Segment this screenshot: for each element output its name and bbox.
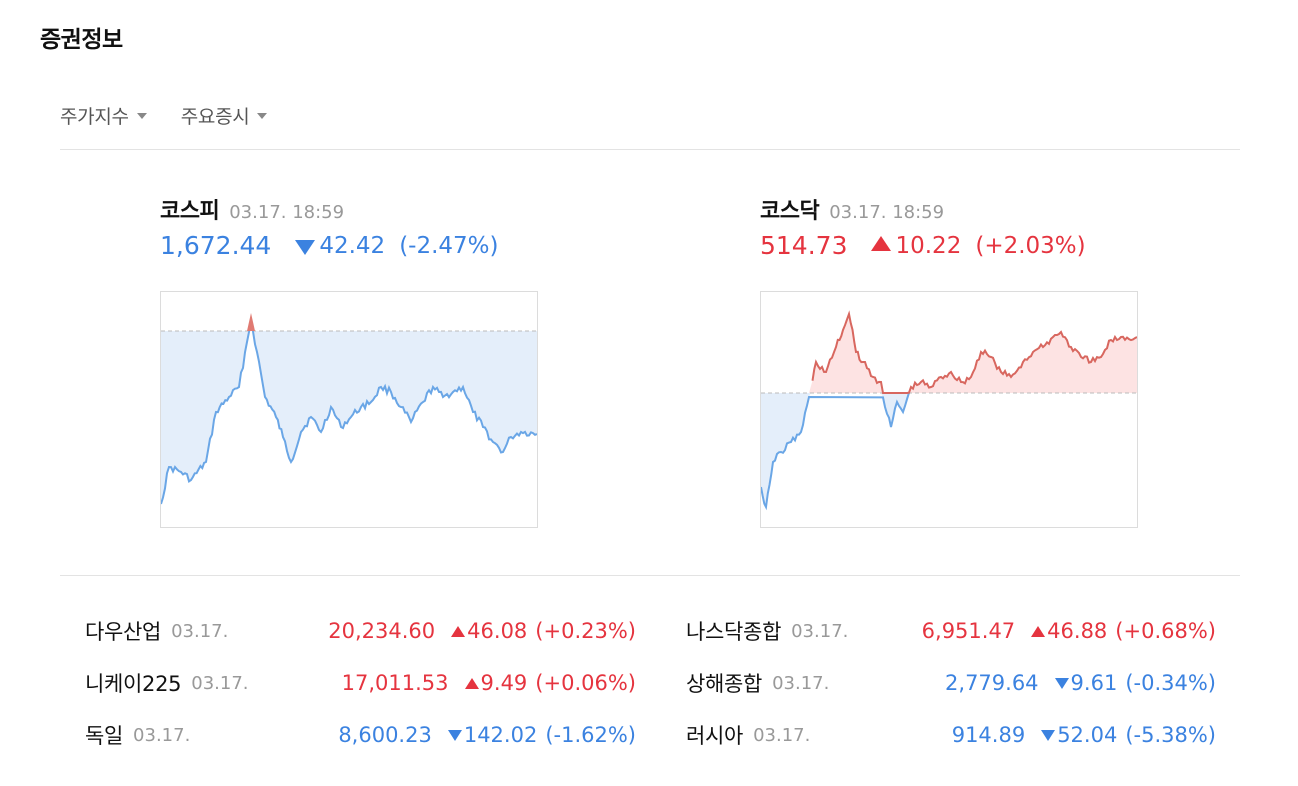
index-percent: (+0.68%) <box>1115 619 1216 643</box>
tab-major-markets-label: 주요증시 <box>180 106 250 128</box>
list-item-nasdaq[interactable]: 나스닥종합 03.17. 6,951.47 46.88 (+0.68%) <box>686 616 1216 646</box>
up-arrow-icon <box>1031 625 1046 637</box>
kospi-price: 1,672.44 <box>160 231 272 260</box>
kosdaq-price: 514.73 <box>760 231 848 260</box>
down-arrow-icon <box>1041 729 1056 741</box>
kosdaq-name[interactable]: 코스닥 <box>760 199 820 224</box>
kosdaq-line-above <box>811 310 1137 394</box>
list-item-nikkei[interactable]: 니케이225 03.17. 17,011.53 9.49 (+0.06%) <box>85 668 636 698</box>
index-date: 03.17. <box>791 620 849 642</box>
tab-stock-index-label: 주가지수 <box>60 106 129 128</box>
index-change: 142.02 <box>463 723 538 747</box>
index-date: 03.17. <box>753 724 811 746</box>
index-date: 03.17. <box>191 672 249 694</box>
kosdaq-percent: (+2.03%) <box>975 232 1086 259</box>
list-item-shanghai[interactable]: 상해종합 03.17. 2,779.64 9.61 (-0.34%) <box>686 668 1216 698</box>
index-figures: 2,779.64 9.61 (-0.34%) <box>945 671 1216 695</box>
index-name: 니케이225 <box>85 672 182 696</box>
list-item-russia[interactable]: 러시아 03.17. 914.89 52.04 (-5.38%) <box>686 720 1216 750</box>
kospi-chart[interactable] <box>160 291 538 528</box>
kosdaq-line-below <box>761 392 910 511</box>
index-name: 러시아 <box>686 724 744 748</box>
index-change: 9.61 <box>1070 671 1118 695</box>
tab-major-markets[interactable]: 주요증시 <box>181 102 268 129</box>
kosdaq-header: 코스닥 03.17. 18:59 <box>760 193 944 225</box>
index-value: 20,234.60 <box>328 619 436 643</box>
kospi-chart-svg <box>161 313 537 505</box>
kospi-area <box>161 331 537 504</box>
chevron-down-icon <box>257 112 268 119</box>
index-percent: (-0.34%) <box>1125 671 1216 695</box>
kospi-header: 코스피 03.17. 18:59 <box>160 193 344 225</box>
kospi-values: 1,672.44 42.42 (-2.47%) <box>160 231 499 260</box>
down-arrow-icon <box>295 240 316 255</box>
top-divider <box>60 149 1240 150</box>
section-title: 증권정보 <box>40 27 123 53</box>
index-value: 914.89 <box>951 723 1026 747</box>
index-figures: 17,011.53 9.49 (+0.06%) <box>342 671 636 695</box>
up-arrow-icon <box>464 677 479 689</box>
kosdaq-area-below <box>761 393 1137 507</box>
index-percent: (-5.38%) <box>1125 723 1216 747</box>
list-item-dow[interactable]: 다우산업 03.17. 20,234.60 46.08 (+0.23%) <box>85 616 636 646</box>
kospi-name[interactable]: 코스피 <box>160 199 220 224</box>
index-change: 46.08 <box>467 619 528 643</box>
kosdaq-chart-svg <box>761 310 1137 511</box>
index-figures: 8,600.23 142.02 (-1.62%) <box>338 723 636 747</box>
down-arrow-icon <box>1054 677 1069 689</box>
up-arrow-icon <box>871 236 892 251</box>
tab-stock-index[interactable]: 주가지수 <box>60 102 147 129</box>
kospi-peak-above-baseline <box>247 313 255 331</box>
index-name: 독일 <box>85 724 124 748</box>
index-percent: (+0.23%) <box>535 619 636 643</box>
index-name: 상해종합 <box>686 672 763 696</box>
kosdaq-date: 03.17. 18:59 <box>829 202 945 223</box>
kospi-date: 03.17. 18:59 <box>229 202 345 223</box>
kosdaq-values: 514.73 10.22 (+2.03%) <box>760 231 1086 260</box>
up-arrow-icon <box>451 625 466 637</box>
index-figures: 6,951.47 46.88 (+0.68%) <box>922 619 1216 643</box>
index-value: 2,779.64 <box>945 671 1039 695</box>
kospi-change: 42.42 <box>319 232 386 259</box>
middle-divider <box>60 575 1240 576</box>
index-figures: 20,234.60 46.08 (+0.23%) <box>328 619 636 643</box>
index-change: 52.04 <box>1057 723 1118 747</box>
index-figures: 914.89 52.04 (-5.38%) <box>952 723 1216 747</box>
kosdaq-area-above <box>761 314 1137 393</box>
kosdaq-change: 10.22 <box>895 232 962 259</box>
index-value: 17,011.53 <box>341 671 449 695</box>
kospi-line <box>161 319 537 505</box>
list-item-germany[interactable]: 독일 03.17. 8,600.23 142.02 (-1.62%) <box>85 720 636 750</box>
index-value: 8,600.23 <box>338 723 432 747</box>
index-percent: (+0.06%) <box>535 671 636 695</box>
index-change: 46.88 <box>1047 619 1108 643</box>
index-date: 03.17. <box>171 620 229 642</box>
index-date: 03.17. <box>133 724 191 746</box>
kosdaq-chart[interactable] <box>760 291 1138 528</box>
index-tabs: 주가지수 주요증시 <box>60 102 268 129</box>
down-arrow-icon <box>447 729 462 741</box>
index-date: 03.17. <box>772 672 830 694</box>
index-name: 나스닥종합 <box>686 620 782 644</box>
index-name: 다우산업 <box>85 620 162 644</box>
index-percent: (-1.62%) <box>545 723 636 747</box>
index-value: 6,951.47 <box>921 619 1016 643</box>
kospi-percent: (-2.47%) <box>399 232 499 259</box>
chevron-down-icon <box>136 112 147 119</box>
index-change: 9.49 <box>480 671 528 695</box>
